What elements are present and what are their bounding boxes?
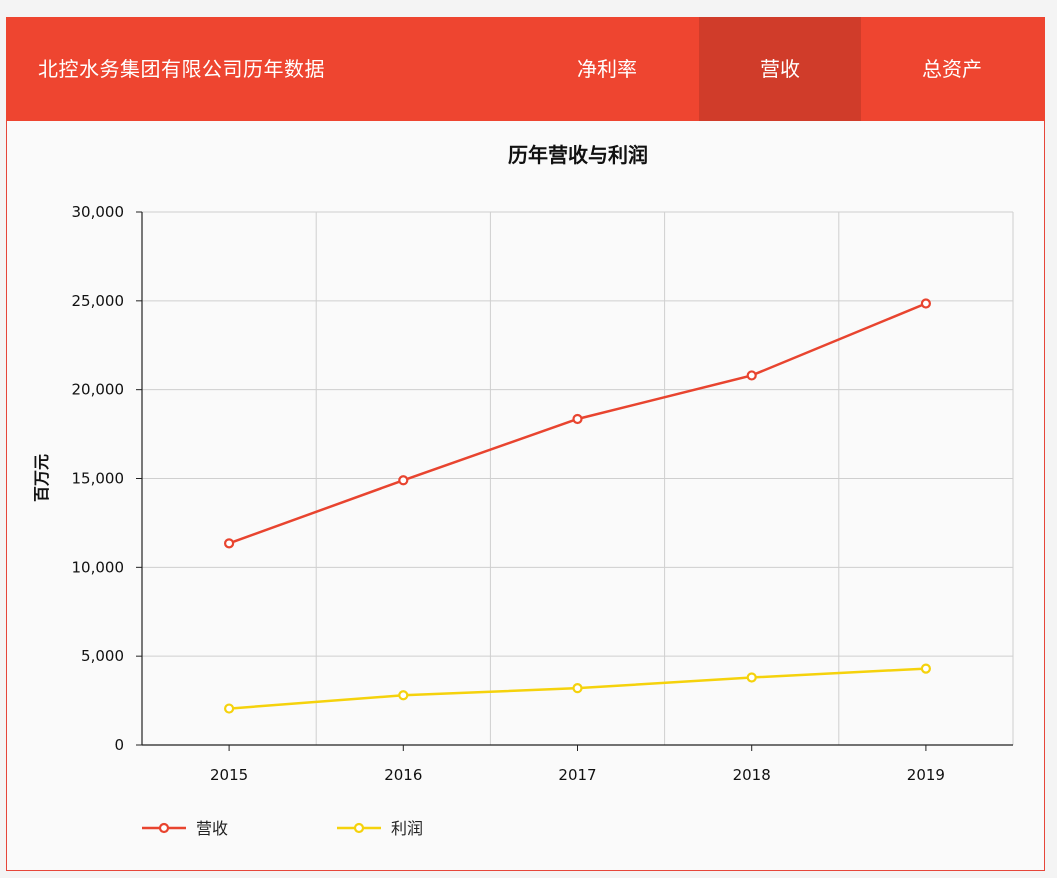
y-tick-label: 0	[114, 736, 124, 754]
legend-label: 利润	[391, 819, 423, 838]
legend-item: 营收	[142, 819, 228, 838]
legend-item: 利润	[337, 819, 423, 838]
legend-marker	[158, 822, 170, 834]
y-tick-label: 30,000	[72, 203, 125, 221]
x-tick-label: 2018	[733, 766, 771, 784]
chart-panel	[6, 17, 1045, 871]
x-ticks: 2015 2016 2017 2018 2019	[210, 745, 945, 784]
data-point	[572, 413, 583, 425]
data-point	[224, 538, 235, 549]
data-point	[920, 663, 932, 674]
legend-marker	[353, 822, 365, 834]
y-tick-label: 10,000	[72, 558, 125, 576]
x-tick-label: 2016	[384, 766, 422, 784]
data-point	[746, 370, 757, 381]
y-axis-label: 百万元	[32, 454, 51, 502]
data-point	[746, 672, 757, 683]
series-group	[224, 298, 932, 714]
data-point	[398, 690, 409, 701]
y-tick-label: 20,000	[72, 381, 125, 399]
x-tick-label: 2019	[907, 766, 945, 784]
chart-title: 历年营收与利润	[508, 143, 648, 167]
y-ticks: 0 5,000 10,000 15,000 20,000 25,000 30,000	[72, 203, 142, 754]
data-point	[398, 475, 409, 486]
header-bar: 北控水务集团有限公司历年数据 净利率 营收 总资产	[6, 17, 1045, 121]
x-tick-label: 2017	[558, 766, 596, 784]
tab-net-margin[interactable]: 净利率	[577, 57, 637, 81]
y-tick-label: 25,000	[72, 292, 125, 310]
data-point	[572, 683, 583, 694]
y-tick-label: 5,000	[81, 647, 124, 665]
data-point	[920, 298, 932, 309]
legend-label: 营收	[196, 819, 228, 838]
tab-revenue[interactable]: 营收	[699, 17, 861, 121]
data-point	[224, 703, 235, 714]
grid-lines	[142, 211, 1014, 745]
y-tick-label: 15,000	[72, 470, 125, 488]
x-tick-label: 2015	[210, 766, 248, 784]
tab-total-assets[interactable]: 总资产	[922, 57, 982, 81]
page-title: 北控水务集团有限公司历年数据	[38, 57, 325, 81]
legend: 营收 利润	[142, 819, 423, 838]
